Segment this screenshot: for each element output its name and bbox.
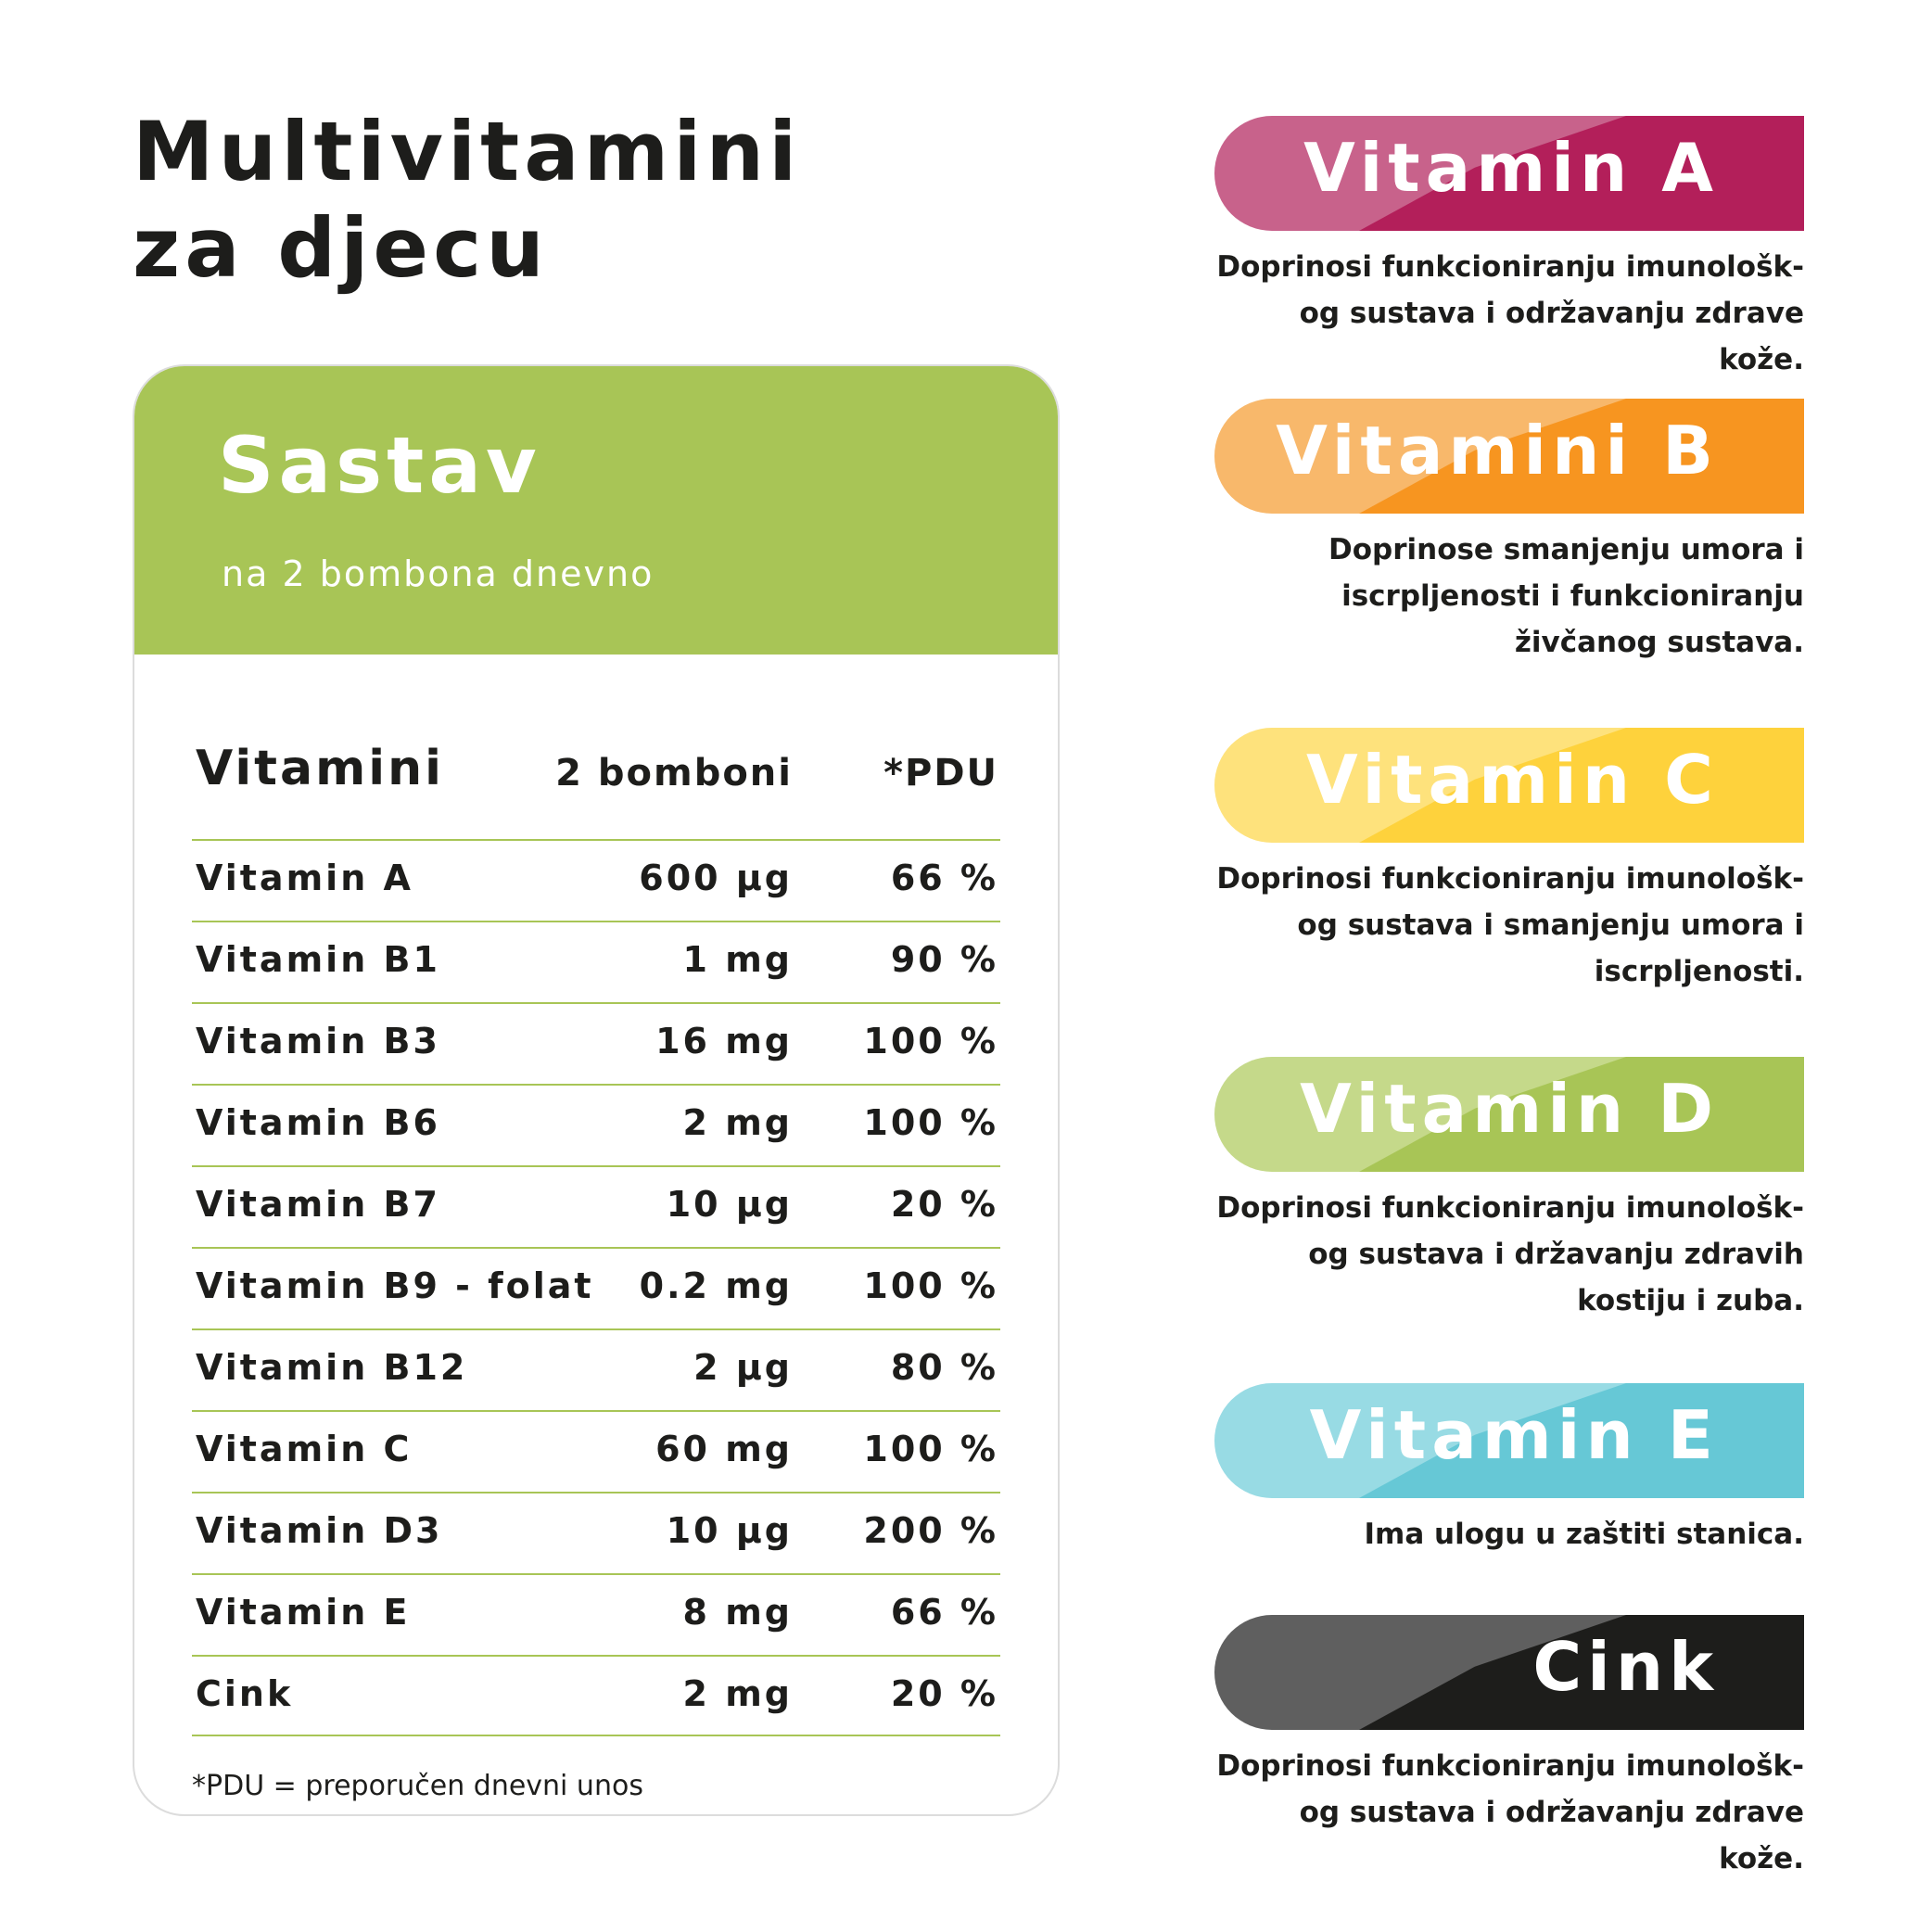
row-name: Vitamin B7	[196, 1184, 440, 1225]
row-amount: 8 mg	[682, 1592, 793, 1633]
table-body: Vitamin A 600 µg 66 % Vitamin B1 1 mg 90 % Vit…	[134, 839, 1058, 1736]
row-pdu: 100 %	[863, 1265, 998, 1306]
vitamin-label: Vitamin A	[1303, 129, 1719, 207]
row-name: Vitamin B1	[196, 939, 440, 980]
header-pdu: *PDU	[883, 752, 998, 794]
vitamin-description: Doprinosi funkcioniranju imunološk- og s…	[1216, 250, 1804, 376]
vitamin-description: Doprinosi funkcioniranju imunološk- og s…	[1216, 1749, 1804, 1875]
row-amount: 10 µg	[666, 1510, 793, 1551]
vitamin-block: Vitamin A Doprinosi funkcioniranju imunol…	[1214, 116, 1804, 383]
table-row: Vitamin E 8 mg 66 %	[192, 1573, 1000, 1655]
row-pdu: 100 %	[863, 1102, 998, 1143]
row-name: Vitamin C	[196, 1429, 413, 1469]
vitamin-block: Vitamini B Doprinose smanjenju umora i is…	[1214, 399, 1804, 666]
row-pdu: 80 %	[890, 1347, 998, 1388]
table-row: Cink 2 mg 20 %	[192, 1655, 1000, 1736]
table-row: Vitamin B12 2 µg 80 %	[192, 1328, 1000, 1410]
table-row: Vitamin A 600 µg 66 %	[192, 839, 1000, 921]
row-amount: 600 µg	[639, 858, 793, 898]
row-name: Vitamin B9 - folat	[196, 1265, 594, 1306]
vitamin-block: Vitamin C Doprinosi funkcioniranju imunol…	[1214, 728, 1804, 995]
table-row: Vitamin C 60 mg 100 %	[192, 1410, 1000, 1492]
vitamin-pill: Vitamin C	[1214, 728, 1804, 843]
row-amount: 2 mg	[682, 1673, 793, 1714]
card-header: Sastav na 2 bombona dnevno	[134, 366, 1058, 655]
card-subtitle: na 2 bombona dnevno	[222, 553, 655, 594]
table-header: Vitamini 2 bomboni *PDU	[134, 741, 1058, 802]
row-amount: 1 mg	[682, 939, 793, 980]
row-pdu: 66 %	[890, 858, 998, 898]
vitamin-description: Doprinosi funkcioniranju imunološk- og s…	[1216, 1191, 1804, 1317]
vitamin-pill: Vitamin E	[1214, 1383, 1804, 1498]
row-amount: 2 µg	[693, 1347, 793, 1388]
page-title: Multivitamini za djecu	[133, 104, 801, 297]
row-amount: 16 mg	[655, 1021, 793, 1061]
row-name: Vitamin A	[196, 858, 413, 898]
vitamin-label: Vitamin C	[1305, 741, 1719, 819]
vitamin-pill: Cink	[1214, 1615, 1804, 1730]
vitamin-description: Ima ulogu u zaštiti stanica.	[1364, 1518, 1804, 1551]
title-line-1: Multivitamini	[133, 104, 802, 199]
table-row: Vitamin B1 1 mg 90 %	[192, 921, 1000, 1002]
row-amount: 10 µg	[666, 1184, 793, 1225]
row-amount: 2 mg	[682, 1102, 793, 1143]
vitamin-block: Vitamin D Doprinosi funkcioniranju imunol…	[1214, 1057, 1804, 1324]
row-name: Vitamin E	[196, 1592, 411, 1633]
vitamin-label: Vitamin D	[1300, 1070, 1719, 1148]
table-row: Vitamin B6 2 mg 100 %	[192, 1084, 1000, 1165]
row-name: Vitamin D3	[196, 1510, 443, 1551]
vitamin-pill: Vitamin D	[1214, 1057, 1804, 1172]
row-name: Vitamin B3	[196, 1021, 440, 1061]
vitamin-block: Vitamin E Ima ulogu u zaštiti stanica.	[1214, 1383, 1804, 1557]
header-name: Vitamini	[196, 741, 444, 796]
card-title: Sastav	[218, 420, 541, 511]
table-row: Vitamin B9 - folat 0.2 mg 100 %	[192, 1247, 1000, 1328]
vitamin-label: Vitamini B	[1276, 412, 1719, 489]
vitamin-description: Doprinose smanjenju umora i iscrpljenost…	[1328, 533, 1804, 659]
row-name: Vitamin B12	[196, 1347, 468, 1388]
row-amount: 0.2 mg	[639, 1265, 793, 1306]
row-amount: 60 mg	[655, 1429, 793, 1469]
vitamin-pill: Vitamini B	[1214, 399, 1804, 514]
composition-card: Sastav na 2 bombona dnevno Vitamini 2 bo…	[133, 364, 1060, 1816]
table-row: Vitamin B3 16 mg 100 %	[192, 1002, 1000, 1084]
row-pdu: 100 %	[863, 1021, 998, 1061]
row-name: Cink	[196, 1673, 294, 1714]
table-row: Vitamin D3 10 µg 200 %	[192, 1492, 1000, 1573]
footnote: *PDU = preporučen dnevni unos	[192, 1770, 643, 1802]
vitamin-block: Cink Doprinosi funkcioniranju imunološk- …	[1214, 1615, 1804, 1882]
vitamin-label: Cink	[1532, 1628, 1719, 1706]
table-row: Vitamin B7 10 µg 20 %	[192, 1165, 1000, 1247]
vitamin-description: Doprinosi funkcioniranju imunološk- og s…	[1216, 862, 1804, 988]
row-name: Vitamin B6	[196, 1102, 440, 1143]
row-pdu: 20 %	[890, 1673, 998, 1714]
title-line-2: za djecu	[133, 200, 549, 296]
row-pdu: 200 %	[863, 1510, 998, 1551]
row-pdu: 66 %	[890, 1592, 998, 1633]
row-pdu: 20 %	[890, 1184, 998, 1225]
vitamin-pill: Vitamin A	[1214, 116, 1804, 231]
row-pdu: 100 %	[863, 1429, 998, 1469]
header-amount: 2 bomboni	[555, 752, 793, 794]
row-pdu: 90 %	[890, 939, 998, 980]
vitamin-label: Vitamin E	[1309, 1396, 1719, 1474]
